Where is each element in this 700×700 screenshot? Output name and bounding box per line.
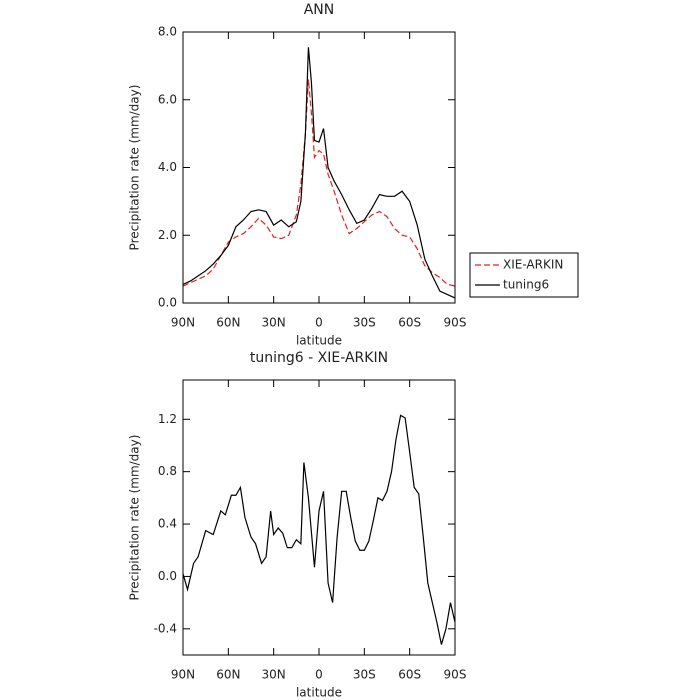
x-tick-label: 0	[315, 668, 323, 682]
y-tick-label: 0.4	[158, 517, 177, 531]
y-axis-label: Precipitation rate (mm/day)	[128, 85, 142, 251]
x-tick-label: 0	[315, 316, 323, 330]
data-line	[182, 79, 456, 287]
plot-frame	[182, 379, 456, 656]
x-tick-label: 30S	[353, 316, 376, 330]
legend-label: tuning6	[503, 278, 549, 292]
y-tick-label: 2.0	[158, 228, 177, 242]
x-tick-label: 60N	[216, 316, 240, 330]
chart-title: ANN	[304, 2, 335, 18]
x-tick-label: 90N	[171, 316, 195, 330]
x-tick-label: 60S	[398, 316, 421, 330]
x-tick-label: 60S	[398, 668, 421, 682]
y-tick-label: 0.8	[158, 464, 177, 478]
y-tick-label: 6.0	[158, 92, 177, 106]
chart-title: tuning6 - XIE-ARKIN	[250, 350, 388, 366]
x-tick-label: 30N	[262, 668, 286, 682]
legend-label: XIE-ARKIN	[503, 258, 563, 272]
x-tick-label: 90N	[171, 668, 195, 682]
x-axis-label: latitude	[296, 334, 342, 348]
plot-frame	[182, 31, 456, 304]
x-tick-label: 90S	[444, 668, 467, 682]
data-line	[182, 414, 456, 645]
x-tick-label: 60N	[216, 668, 240, 682]
legend-box	[469, 252, 579, 298]
x-tick-label: 90S	[444, 316, 467, 330]
y-tick-label: 1.2	[158, 412, 177, 426]
y-tick-label: 8.0	[158, 25, 177, 39]
x-axis-label: latitude	[296, 686, 342, 700]
y-tick-label: 4.0	[158, 160, 177, 174]
x-tick-label: 30S	[353, 668, 376, 682]
data-line	[182, 47, 456, 299]
y-tick-label: 0.0	[158, 569, 177, 583]
y-tick-label: -0.4	[154, 621, 177, 635]
x-tick-label: 30N	[262, 316, 286, 330]
y-tick-label: 0.0	[158, 296, 177, 310]
y-axis-label: Precipitation rate (mm/day)	[128, 435, 142, 601]
